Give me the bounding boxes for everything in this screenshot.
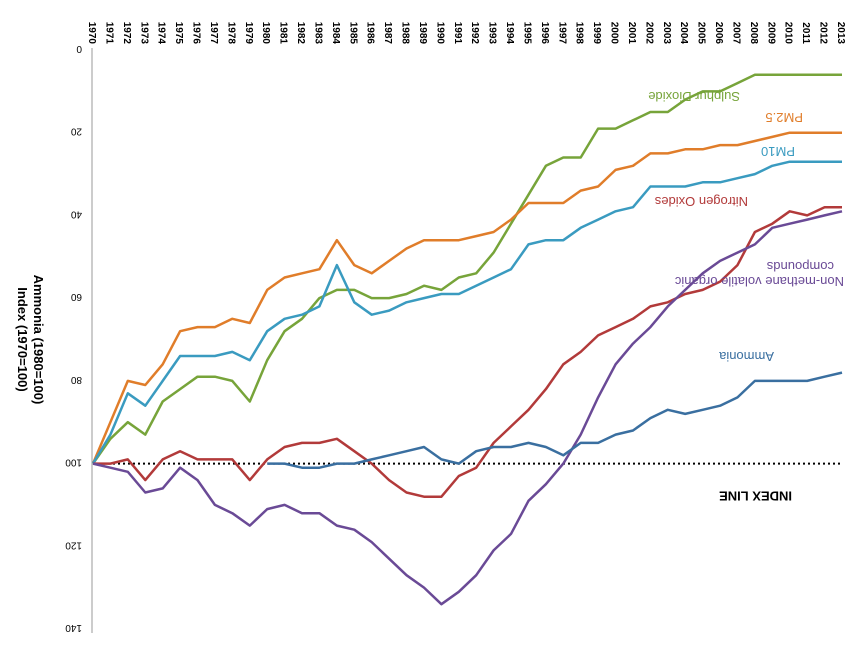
series-label: Sulphur Dioxide xyxy=(648,89,740,104)
x-tick-label: 1997 xyxy=(556,22,567,45)
x-tick-label: 1991 xyxy=(452,22,463,45)
x-tick-label: 1990 xyxy=(434,22,445,45)
x-tick-label: 2004 xyxy=(678,22,689,45)
x-tick-label: 1996 xyxy=(539,22,550,45)
x-ticks: 1970 1971 1972 1973 1974 1975 1976 1977 1978 1979… xyxy=(86,22,846,45)
y-axis-label-secondary: Ammonia (1980=100) xyxy=(31,275,46,405)
x-tick-label: 2013 xyxy=(835,22,846,45)
x-tick-label: 1987 xyxy=(382,22,393,45)
y-tick-label: 40 xyxy=(70,208,82,219)
y-tick-label: 0 xyxy=(76,43,82,54)
series-label: PM10 xyxy=(761,144,795,159)
x-tick-label: 1981 xyxy=(278,22,289,45)
series-line xyxy=(92,210,843,606)
x-tick-label: 2009 xyxy=(765,22,776,45)
x-tick-label: 1974 xyxy=(156,22,167,45)
series-label: PM2.5 xyxy=(765,110,803,125)
x-tick-label: 1971 xyxy=(103,22,114,45)
x-tick-label: 1975 xyxy=(173,22,184,45)
y-tick-label: 100 xyxy=(65,457,82,468)
y-tick-label: 60 xyxy=(70,291,82,302)
x-tick-label: 1979 xyxy=(243,22,254,45)
x-tick-label: 1982 xyxy=(295,22,306,45)
x-tick-label: 1992 xyxy=(469,22,480,45)
x-tick-label: 1976 xyxy=(191,22,202,45)
y-axis-label: Index (1970=100) xyxy=(15,287,30,391)
series-label: Nitrogen Oxides xyxy=(654,194,748,209)
x-tick-label: 2011 xyxy=(800,22,811,44)
x-tick-label: 2001 xyxy=(626,22,637,45)
x-tick-label: 1998 xyxy=(574,22,585,45)
x-tick-label: 2010 xyxy=(783,22,794,45)
x-tick-label: 1972 xyxy=(121,22,132,45)
x-tick-label: 1978 xyxy=(225,22,236,45)
x-tick-label: 1993 xyxy=(487,22,498,45)
y-tick-label: 120 xyxy=(65,539,82,550)
x-tick-label: 1999 xyxy=(591,22,602,45)
x-tick-label: 2006 xyxy=(713,22,724,45)
x-tick-label: 1986 xyxy=(365,22,376,45)
series-labels: Sulphur Dioxide PM2.5 PM10 Nitrogen Oxides N… xyxy=(648,89,844,364)
x-tick-label: 2008 xyxy=(748,22,759,45)
x-tick-label: 1989 xyxy=(417,22,428,45)
y-tick-label: 140 xyxy=(65,622,82,633)
series-line xyxy=(267,371,843,469)
x-tick-label: 2005 xyxy=(696,22,707,45)
x-tick-label: 2000 xyxy=(609,22,620,45)
y-ticks: 0 20 40 60 80 100 120 140 xyxy=(65,43,82,633)
x-tick-label: 2003 xyxy=(661,22,672,45)
x-tick-label: 1973 xyxy=(138,22,149,45)
x-tick-label: 1983 xyxy=(312,22,323,45)
x-tick-label: 1977 xyxy=(208,22,219,45)
y-tick-label: 20 xyxy=(70,126,82,137)
x-tick-label: 1980 xyxy=(260,22,271,45)
series-label: Ammonia xyxy=(718,349,774,364)
series-label: Non-methane volatile organiccompounds xyxy=(674,259,844,289)
x-tick-label: 1985 xyxy=(347,22,358,45)
x-tick-label: 1984 xyxy=(330,22,341,45)
series-line xyxy=(91,131,842,465)
series-line xyxy=(91,160,842,465)
series-layer xyxy=(91,73,843,606)
index-line-label: INDEX LINE xyxy=(719,489,792,504)
x-tick-label: 1995 xyxy=(521,22,532,45)
series-line xyxy=(93,205,842,498)
x-tick-label: 1970 xyxy=(86,22,97,45)
x-tick-label: 2002 xyxy=(643,22,654,45)
series-line xyxy=(91,73,842,465)
y-tick-label: 80 xyxy=(70,374,82,385)
x-tick-label: 1994 xyxy=(504,22,515,45)
x-tick-label: 2007 xyxy=(730,22,741,45)
x-tick-label: 1988 xyxy=(400,22,411,45)
x-tick-label: 2012 xyxy=(818,22,829,45)
